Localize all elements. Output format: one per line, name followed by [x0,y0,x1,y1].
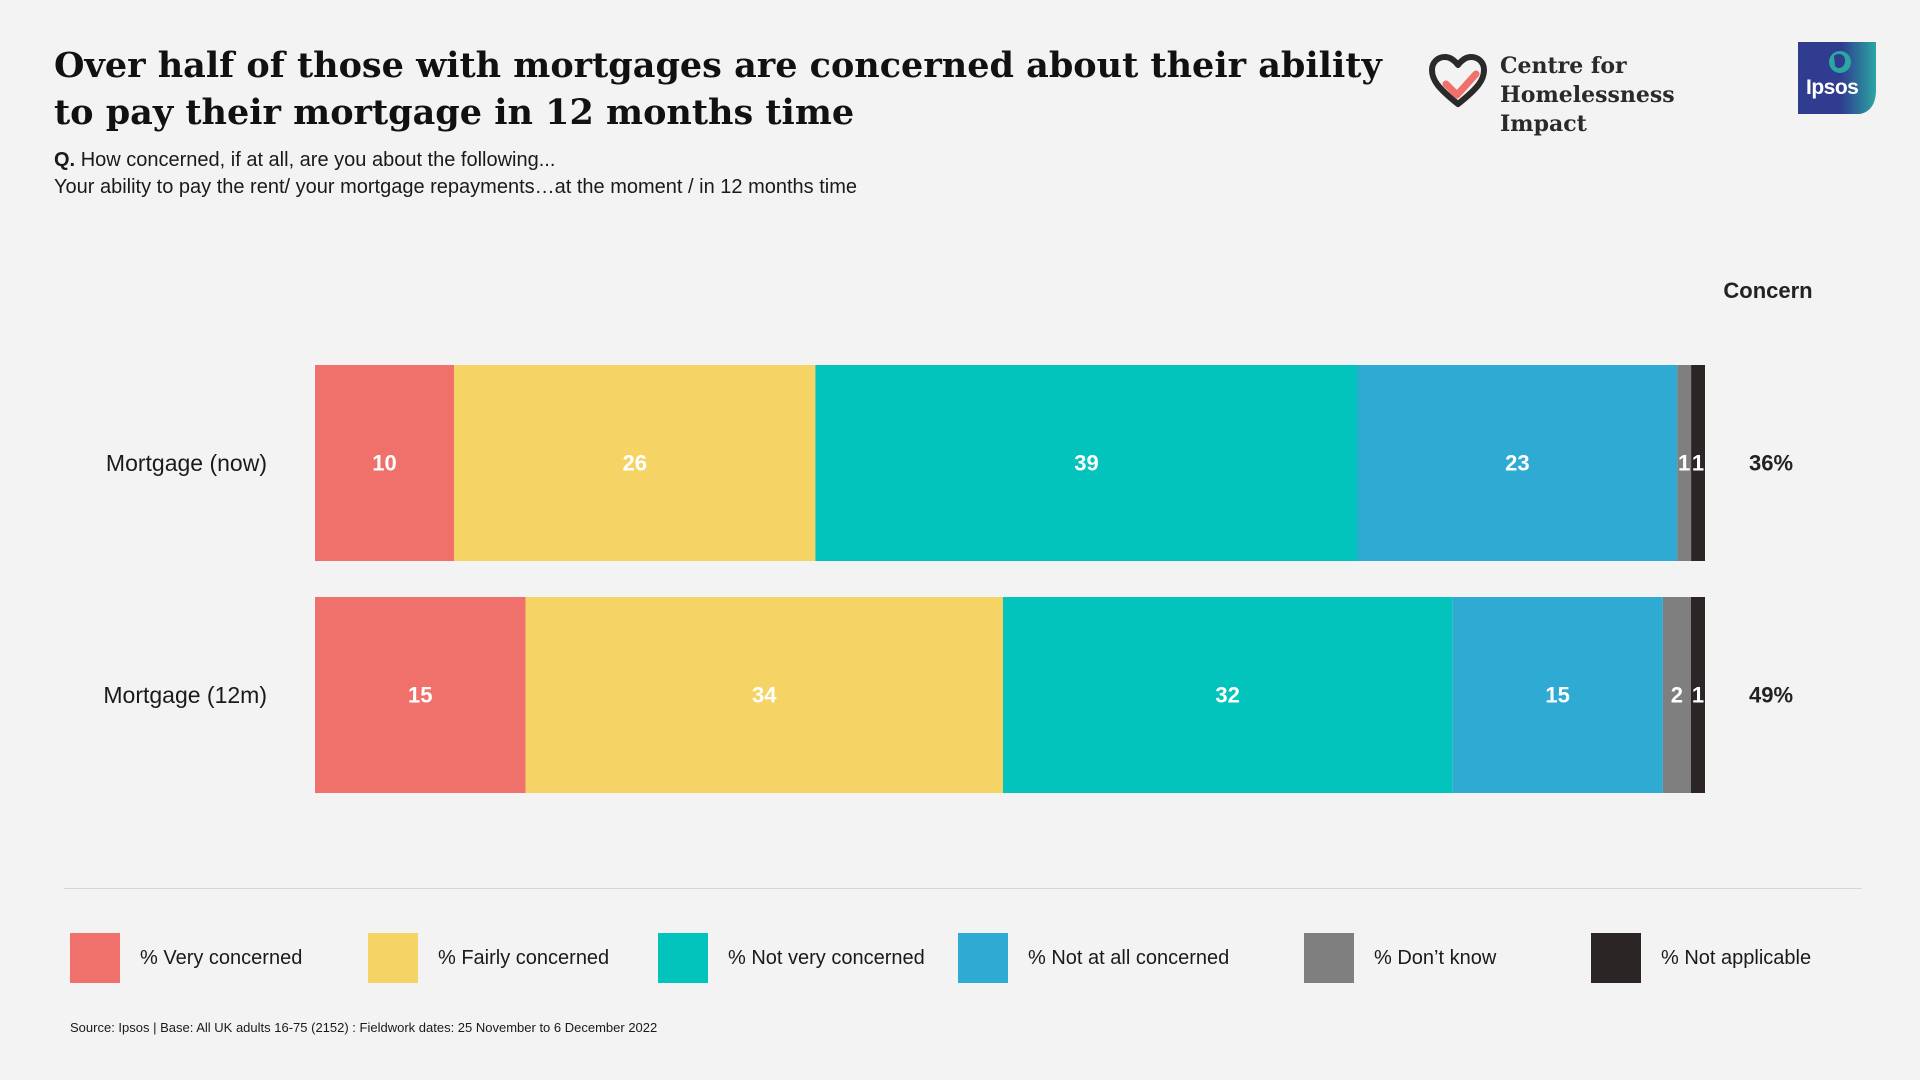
legend-label-not-at-all-concerned: % Not at all concerned [1028,946,1230,969]
legend-label-very-concerned: % Very concerned [140,946,303,969]
legend-label-dont-know: % Don’t know [1374,946,1497,969]
legend-item-dont-know: % Don’t know [1304,933,1496,983]
question-text: Q. How concerned, if at all, are you abo… [54,147,1354,201]
heart-check-icon [1429,54,1487,107]
bar-segment-mortgage-now-not-applicable [1691,365,1705,561]
centre-for-homelessness-impact-logo: Centre for Homelessness Impact [1428,50,1758,137]
legend-item-not-very-concerned: % Not very concerned [658,933,925,983]
question-line-2: Your ability to pay the rent/ your mortg… [54,176,857,198]
legend-swatch-very-concerned [70,933,120,983]
bar-segment-mortgage-12m-not-at-all-concerned [1452,597,1663,793]
data-label-mortgage-now-not-at-all-concerned: 23 [1505,451,1529,476]
data-label-mortgage-now-not-applicable: 1 [1692,451,1704,476]
bar-segment-mortgage-now-not-at-all-concerned [1357,365,1678,561]
bar-segment-mortgage-now-very-concerned [315,365,454,561]
data-label-mortgage-now-not-very-concerned: 39 [1074,451,1098,476]
ipsos-logo-shape [1798,42,1876,114]
chi-logo-line-2: Homelessness Impact [1500,82,1675,137]
bar-segment-mortgage-12m-fairly-concerned [525,597,1003,793]
bar-segment-mortgage-now-don-t-know [1677,365,1692,561]
source-note: Source: Ipsos | Base: All UK adults 16-7… [70,1020,658,1035]
category-label-mortgage-12m: Mortgage (12m) [103,682,267,708]
chart-title: Over half of those with mortgages are co… [54,45,1382,133]
question-line-1: How concerned, if at all, are you about … [80,149,556,171]
data-label-mortgage-12m-very-concerned: 15 [408,683,432,708]
ipsos-logo: Ipsos [1798,42,1876,114]
question-prefix: Q. [54,149,76,171]
data-label-mortgage-12m-not-very-concerned: 32 [1215,683,1239,708]
data-label-mortgage-12m-don-t-know: 2 [1671,683,1683,708]
bar-segment-mortgage-12m-not-very-concerned [1002,597,1453,793]
category-label-mortgage-now: Mortgage (now) [106,450,267,476]
concern-column-header: Concern [1723,278,1813,303]
data-label-mortgage-now-fairly-concerned: 26 [622,451,646,476]
legend-item-not-at-all-concerned: % Not at all concerned [958,933,1229,983]
legend-label-fairly-concerned: % Fairly concerned [438,946,610,969]
legend-swatch-fairly-concerned [368,933,418,983]
bar-segment-mortgage-12m-don-t-know [1662,597,1691,793]
data-label-mortgage-now-very-concerned: 10 [372,451,396,476]
concern-value-mortgage-12m: 49% [1749,683,1793,708]
legend-swatch-not-applicable [1591,933,1641,983]
data-label-mortgage-12m-fairly-concerned: 34 [752,683,777,708]
legend-item-fairly-concerned: % Fairly concerned [368,933,609,983]
data-label-mortgage-now-don-t-know: 1 [1678,451,1690,476]
data-label-mortgage-12m-not-at-all-concerned: 15 [1545,683,1569,708]
legend-item-very-concerned: % Very concerned [70,933,302,983]
concern-value-mortgage-now: 36% [1749,451,1793,476]
legend-item-not-applicable: % Not applicable [1591,933,1811,983]
data-label-mortgage-12m-not-applicable: 1 [1692,683,1704,708]
legend-swatch-dont-know [1304,933,1354,983]
legend-label-not-applicable: % Not applicable [1661,946,1812,969]
legend-swatch-not-very-concerned [658,933,708,983]
legend: % Very concerned % Fairly concerned % No… [70,933,1870,983]
bar-segment-mortgage-now-not-very-concerned [815,365,1358,561]
chi-logo-line-1: Centre for [1500,53,1627,79]
legend-divider [64,888,1862,889]
bar-segment-mortgage-12m-not-applicable [1690,597,1705,793]
bar-segment-mortgage-12m-very-concerned [315,597,526,793]
ipsos-logo-text: Ipsos [1806,76,1859,99]
legend-label-not-very-concerned: % Not very concerned [728,946,925,969]
bar-segment-mortgage-now-fairly-concerned [454,365,816,561]
legend-swatch-not-at-all-concerned [958,933,1008,983]
